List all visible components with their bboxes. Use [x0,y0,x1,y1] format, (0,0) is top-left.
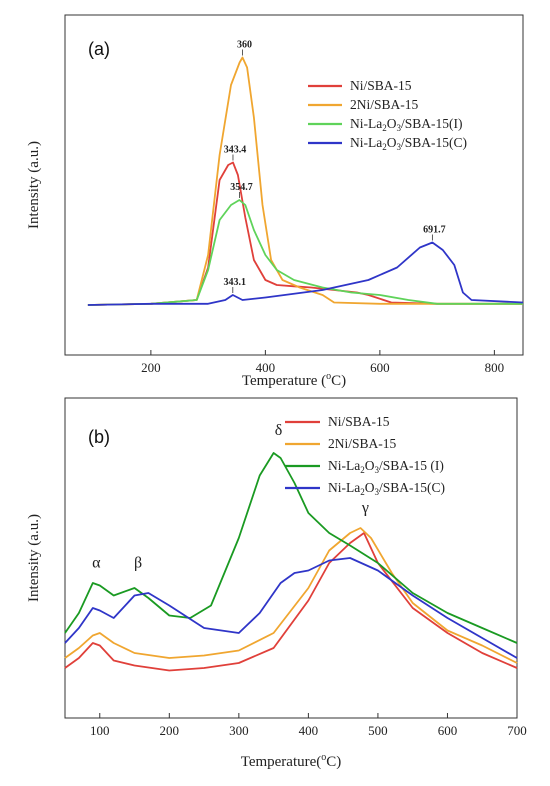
x-tick-label: 800 [485,360,505,375]
y-axis-label: Intensity (a.u.) [26,514,42,602]
chart-panel-b: 100 200 300 400 500 600 700 Temperature(oC) Inte… [26,397,527,770]
series-line-3 [87,199,523,306]
x-axis-label: Temperature (oC) [242,371,346,389]
series-line-1 [64,532,518,672]
series-line-2 [87,56,523,306]
legend-label: Ni-La2O3/SBA-15 (I) [328,458,444,475]
series-line-4 [64,557,518,659]
legend-label: Ni/SBA-15 [328,414,390,429]
x-tick-label: 600 [370,360,390,375]
peak-label: 343.1 [224,277,247,288]
x-tick-label: 300 [229,723,249,738]
legend-label: Ni-La2O3/SBA-15(I) [350,116,462,133]
legend-label: 2Ni/SBA-15 [328,436,397,451]
panel-label: (a) [88,39,110,59]
series-line-2 [64,527,518,664]
x-tick-label: 600 [438,723,458,738]
peak-label: 691.7 [423,225,446,236]
x-tick-label: 400 [256,360,276,375]
chart-panel-a: 200 400 600 800 Temperature (oC) Intensity (a… [26,14,524,389]
x-tick-label: 700 [507,723,527,738]
series-line-4 [87,241,524,306]
peak-label: δ [275,422,283,439]
legend-label: Ni-La2O3/SBA-15(C) [350,135,467,152]
x-tick-label: 200 [141,360,161,375]
series-line-1 [87,161,523,306]
peak-label: γ [361,500,369,517]
series-line-3 [64,452,518,644]
x-axis-label: Temperature(oC) [241,752,342,770]
peak-label: 354.7 [230,182,253,193]
x-tick-label: 100 [90,723,110,738]
peak-label: 343.4 [224,145,247,156]
plot-frame [64,14,524,356]
peak-label: α [92,555,101,572]
plot-frame [64,397,518,719]
x-tick-label: 400 [299,723,319,738]
x-tick-label: 500 [368,723,388,738]
y-axis-label: Intensity (a.u.) [26,141,42,229]
peak-label: 360 [237,40,252,51]
panel-label: (b) [88,427,110,447]
peak-label: β [134,555,142,572]
legend-label: Ni/SBA-15 [350,78,412,93]
legend-label: Ni-La2O3/SBA-15(C) [328,480,445,497]
legend-label: 2Ni/SBA-15 [350,97,419,112]
x-tick-label: 200 [160,723,180,738]
